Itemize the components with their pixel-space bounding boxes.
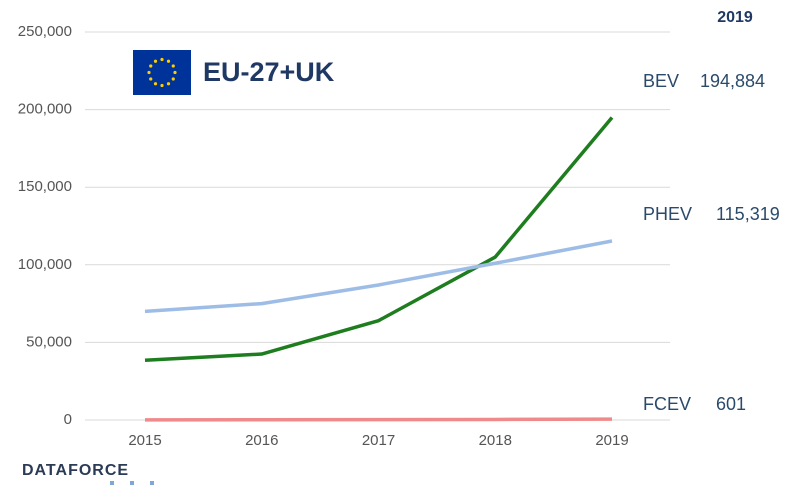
y-tick-label: 200,000	[18, 101, 72, 118]
logo-dots	[110, 481, 154, 485]
legend-label: FCEV	[643, 394, 691, 414]
source-logo: DATAFORCE	[22, 462, 129, 479]
x-tick-label: 2017	[362, 432, 395, 449]
legend-label: PHEV	[643, 204, 692, 224]
x-tick-label: 2016	[245, 432, 278, 449]
x-tick-label: 2015	[128, 432, 161, 449]
eu-flag	[133, 50, 191, 95]
line-series	[144, 417, 613, 422]
x-tick-label: 2019	[595, 432, 628, 449]
x-tick-label: 2018	[479, 432, 512, 449]
y-tick-label: 250,000	[18, 23, 72, 40]
value-label: 194,884	[700, 71, 765, 91]
y-tick-label: 0	[64, 411, 72, 428]
y-tick-label: 100,000	[18, 256, 72, 273]
y-tick-label: 150,000	[18, 178, 72, 195]
legend-label: BEV	[643, 71, 679, 91]
chart-title: EU-27+UK	[203, 57, 335, 87]
line-series	[144, 116, 614, 362]
value-label: 115,319	[716, 204, 780, 224]
line-series	[144, 239, 613, 314]
column-header: 2019	[717, 9, 753, 26]
value-label: 601	[716, 394, 746, 414]
y-tick-label: 50,000	[26, 333, 72, 350]
